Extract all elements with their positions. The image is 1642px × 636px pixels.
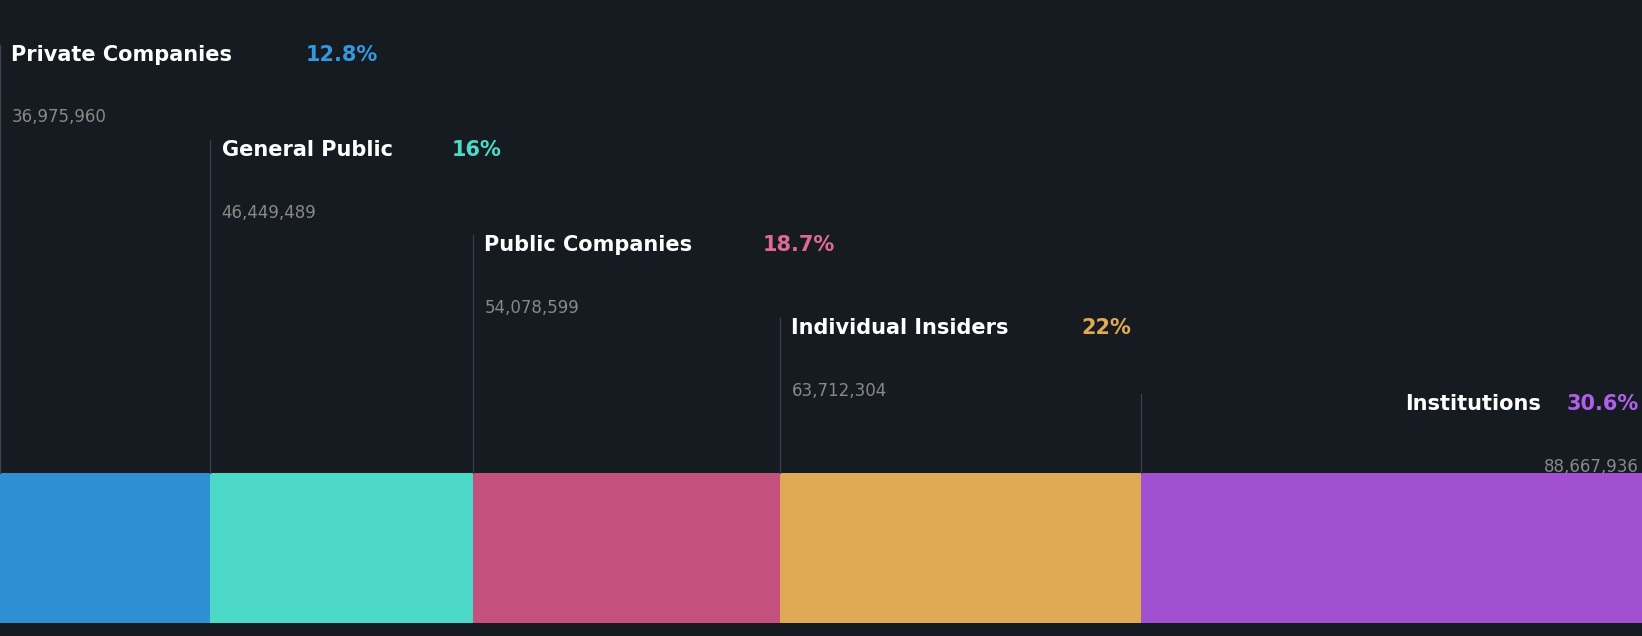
- Bar: [780, 473, 1141, 623]
- Text: 54,078,599: 54,078,599: [484, 299, 580, 317]
- Bar: [0, 473, 210, 623]
- Bar: [1141, 473, 1642, 623]
- Text: Private Companies: Private Companies: [11, 45, 240, 64]
- Text: 18.7%: 18.7%: [762, 235, 834, 255]
- Text: 46,449,489: 46,449,489: [222, 204, 317, 221]
- Text: 16%: 16%: [452, 140, 501, 160]
- Bar: [210, 473, 473, 623]
- Text: 63,712,304: 63,712,304: [791, 382, 887, 399]
- Text: General Public: General Public: [222, 140, 401, 160]
- Bar: [473, 473, 780, 623]
- Text: Public Companies: Public Companies: [484, 235, 699, 255]
- Text: 36,975,960: 36,975,960: [11, 108, 107, 126]
- Text: 30.6%: 30.6%: [1566, 394, 1639, 414]
- Text: Individual Insiders: Individual Insiders: [791, 318, 1016, 338]
- Text: 12.8%: 12.8%: [305, 45, 378, 64]
- Text: 22%: 22%: [1082, 318, 1131, 338]
- Text: 88,667,936: 88,667,936: [1543, 458, 1639, 476]
- Text: Institutions: Institutions: [1404, 394, 1540, 414]
